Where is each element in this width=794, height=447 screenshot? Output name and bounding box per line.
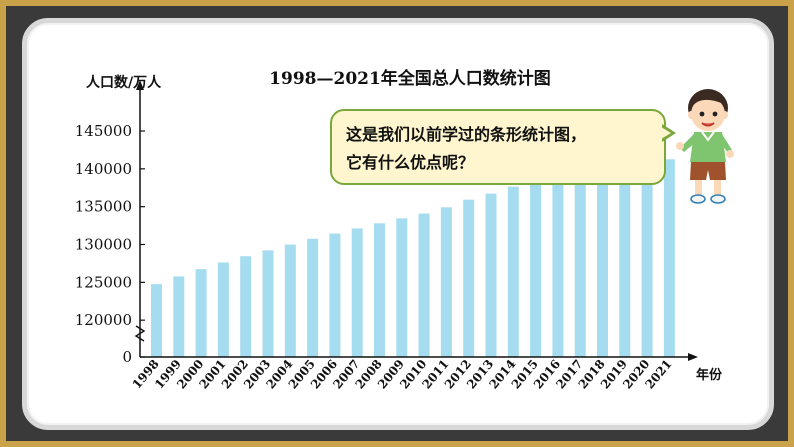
bar-2004 (284, 244, 296, 357)
bars-group (151, 159, 675, 357)
bar-2021 (663, 159, 675, 357)
bar-2009 (396, 218, 408, 357)
speech-bubble: 这是我们以前学过的条形统计图， 它有什么优点呢？ (330, 109, 666, 185)
y-tick-label: 145000 (75, 122, 132, 140)
x-ticks-group: 1998199920002001200220032004200520062007… (130, 357, 675, 392)
bar-2008 (374, 223, 385, 357)
bar-1999 (173, 276, 185, 357)
bar-2016 (552, 174, 564, 357)
speech-line-1: 这是我们以前学过的条形统计图， (346, 125, 587, 144)
bar-2010 (418, 213, 430, 357)
bar-2003 (262, 250, 274, 357)
bar-2006 (329, 233, 341, 357)
bar-2007 (351, 228, 363, 357)
bar-2001 (217, 262, 229, 357)
axis-break-mark (134, 325, 146, 342)
bar-2020 (641, 159, 653, 357)
bar-2012 (463, 199, 475, 357)
bar-2014 (507, 186, 519, 357)
bar-2011 (440, 207, 452, 357)
y-tick-label: 135000 (75, 198, 132, 216)
bar-2015 (530, 181, 542, 357)
y-axis-arrow (136, 80, 144, 90)
y-tick-label: 0 (122, 348, 132, 366)
bar-2005 (307, 238, 319, 357)
boy-character-illustration (676, 89, 734, 204)
y-tick-label: 130000 (75, 236, 132, 254)
bar-2000 (195, 269, 207, 357)
bar-2018 (597, 164, 608, 357)
x-axis-label: 年份 (696, 368, 723, 383)
bar-2013 (485, 193, 497, 357)
y-tick-label: 120000 (75, 311, 132, 329)
y-ticks-group: 145000 140000 135000 130000 125000 120000 0 (75, 122, 145, 366)
bar-1998 (151, 284, 162, 357)
y-tick-label: 125000 (75, 273, 132, 291)
bar-2002 (240, 256, 252, 357)
speech-bubble-tail-inner (661, 127, 671, 139)
chart-title: 1998—2021年全国总人口数统计图 (269, 69, 551, 89)
bar-2019 (619, 161, 631, 357)
y-tick-label: 140000 (75, 160, 132, 178)
x-axis-arrow (688, 353, 698, 361)
speech-line-2: 它有什么优点呢？ (346, 153, 475, 172)
y-axis-label: 人口数/万人 (86, 75, 162, 91)
bar-2017 (574, 168, 586, 357)
